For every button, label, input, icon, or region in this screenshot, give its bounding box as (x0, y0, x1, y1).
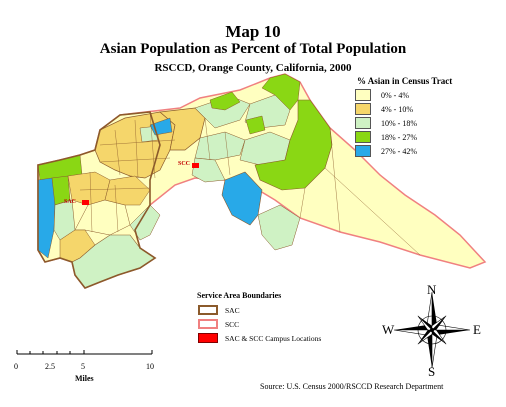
scale-bar (16, 350, 153, 355)
tract-blue-center (221, 171, 263, 226)
scc-swatch (198, 319, 218, 329)
legend-swatch (355, 117, 371, 129)
sac-campus-marker (82, 200, 89, 205)
sac-swatch (198, 305, 218, 315)
tract-lightgreen-se (257, 204, 301, 251)
legend-label: 10% - 18% (381, 118, 417, 128)
legend-item: 4% - 10% (355, 103, 413, 115)
service-area-item: SAC (198, 304, 240, 316)
tract-orange-sac2 (104, 175, 151, 206)
census-tract-map (37, 73, 487, 289)
legend-label: 0% - 4% (381, 90, 409, 100)
service-area-title: Service Area Boundaries (197, 291, 282, 300)
legend-label: 18% - 27% (381, 132, 417, 142)
legend-title: % Asian in Census Tract (357, 76, 453, 86)
service-area-label: SCC (225, 319, 240, 329)
legend-swatch (355, 131, 371, 143)
tract-green-large (254, 99, 333, 191)
tract-green-west2 (51, 175, 71, 206)
compass-east-label: E (473, 322, 481, 337)
campus-swatch (198, 333, 218, 343)
tract-green-small (245, 115, 266, 135)
legend-label: 4% - 10% (381, 104, 413, 114)
scc-campus-marker (192, 163, 199, 168)
legend-swatch (355, 145, 371, 157)
service-area-item: SAC & SCC Campus Locations (198, 332, 321, 344)
service-area-label: SAC & SCC Campus Locations (225, 333, 322, 343)
sac-campus-label: SAC (64, 199, 77, 205)
scale-tick-label: 2.5 (45, 362, 55, 371)
compass-north-label: N (427, 282, 437, 297)
tract-boundaries (79, 111, 421, 256)
legend-item: 0% - 4% (355, 89, 409, 101)
legend-item: 10% - 18% (355, 117, 417, 129)
source-note: Source: U.S. Census 2000/RSCCD Research … (260, 382, 444, 391)
scale-tick-label: 0 (14, 362, 18, 371)
service-area-item: SCC (198, 318, 239, 330)
map-subtitle: RSCCD, Orange County, California, 2000 (154, 62, 352, 74)
legend-item: 18% - 27% (355, 131, 417, 143)
legend-swatch (355, 103, 371, 115)
scale-unit-label: Miles (75, 374, 94, 383)
legend-item: 27% - 42% (355, 145, 417, 157)
tract-green-north (261, 73, 301, 111)
map-number: Map 10 (225, 22, 281, 41)
legend-label: 27% - 42% (381, 146, 417, 156)
scale-tick-label: 10 (146, 362, 154, 371)
sac-boundary (37, 111, 161, 289)
map-title: Asian Population as Percent of Total Pop… (99, 41, 407, 57)
scale-tick-label: 5 (81, 362, 85, 371)
service-area-label: SAC (225, 305, 240, 315)
tract-green-ne (209, 91, 241, 111)
compass-west-label: W (382, 322, 395, 337)
compass-south-label: S (428, 364, 436, 379)
legend-swatch (355, 89, 371, 101)
tract-lightgreen-e (191, 157, 226, 183)
compass-rose (393, 291, 471, 369)
scc-campus-label: SCC (178, 161, 191, 167)
tract-lightgreen-mid2 (129, 204, 161, 241)
